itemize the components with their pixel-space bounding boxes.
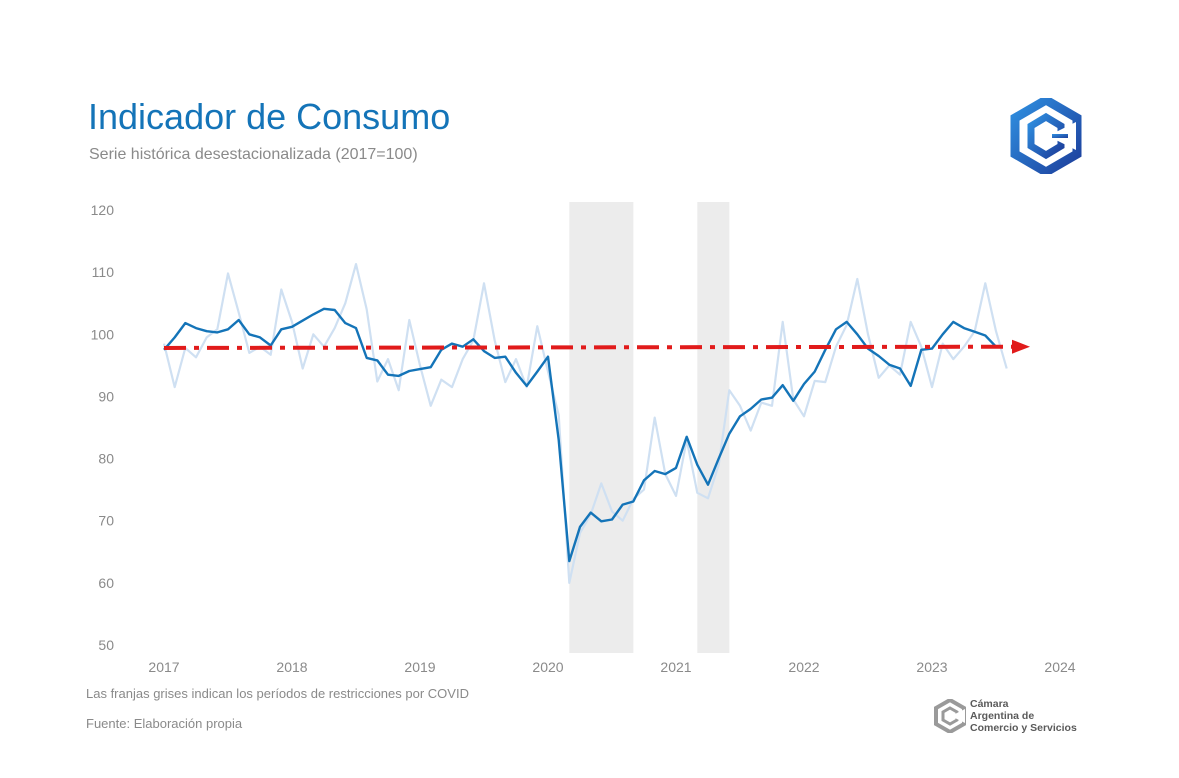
org-name-line3: Comercio y Servicios <box>970 722 1077 734</box>
y-tick-label: 100 <box>91 326 115 342</box>
y-tick-label: 110 <box>92 264 115 280</box>
y-tick-label: 120 <box>91 202 115 218</box>
covid-band-1 <box>569 202 634 653</box>
x-tick-label: 2021 <box>660 659 691 675</box>
chart-title: Indicador de Consumo <box>88 96 451 137</box>
cac-small-logo-icon <box>934 697 966 735</box>
trend-arrow-line <box>163 344 1015 350</box>
y-tick-label: 80 <box>98 451 114 467</box>
cac-logo-icon <box>1008 94 1084 178</box>
original-series-line <box>162 263 1008 584</box>
org-name-line1: Cámara <box>970 698 1009 710</box>
y-tick-label: 90 <box>98 388 114 404</box>
x-tick-label: 2023 <box>916 659 947 675</box>
y-tick-label: 50 <box>98 637 114 653</box>
x-tick-label: 2018 <box>276 659 307 675</box>
trend-arrow-head <box>1012 339 1030 354</box>
x-tick-label: 2020 <box>532 659 563 675</box>
org-name-line2: Argentina de <box>970 710 1035 722</box>
seasonally-adjusted-series-line <box>163 307 997 563</box>
y-tick-label: 60 <box>98 575 114 591</box>
x-tick-label: 2019 <box>404 659 435 675</box>
x-tick-label: 2024 <box>1044 659 1075 675</box>
source-note: Fuente: Elaboración propia <box>86 716 243 731</box>
y-tick-label: 70 <box>98 513 114 529</box>
chart-subtitle: Serie histórica desestacionalizada (2017… <box>89 146 418 163</box>
x-tick-label: 2017 <box>148 659 179 675</box>
organization-logo: Cámara Argentina de Comercio y Servicios <box>934 697 1094 737</box>
x-tick-label: 2022 <box>788 659 819 675</box>
covid-note: Las franjas grises indican los períodos … <box>86 686 469 701</box>
